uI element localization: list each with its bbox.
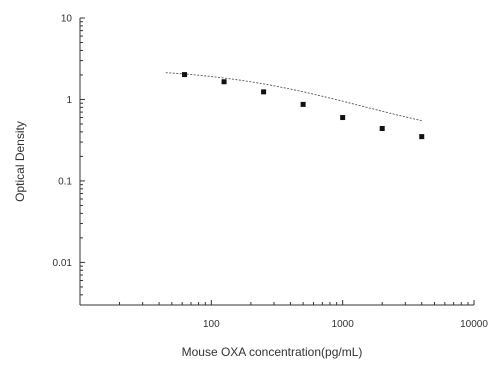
y-tick-label: 0.01 (53, 258, 73, 269)
axes (79, 18, 474, 306)
x-tick-label: 1000 (332, 319, 355, 330)
data-point (340, 115, 346, 121)
fit-curve (165, 72, 422, 122)
x-tick-label: 10000 (460, 319, 488, 330)
data-point (379, 126, 385, 132)
y-ticks: 0.01 0.1 1 10 (53, 14, 85, 306)
data-point (419, 134, 425, 140)
data-point (182, 72, 188, 78)
data-points (182, 72, 425, 140)
y-tick-label: 1 (66, 95, 72, 106)
y-axis-title: Optical Density (13, 121, 27, 202)
y-tick-label: 10 (61, 14, 73, 25)
y-tick-label: 0.1 (58, 176, 72, 187)
data-point (300, 101, 306, 107)
x-axis-title: Mouse OXA concentration(pg/mL) (182, 345, 363, 359)
data-point (221, 79, 227, 85)
x-tick-label: 100 (203, 319, 220, 330)
x-ticks: 100 1000 10000 (119, 300, 488, 330)
data-point (261, 89, 267, 95)
